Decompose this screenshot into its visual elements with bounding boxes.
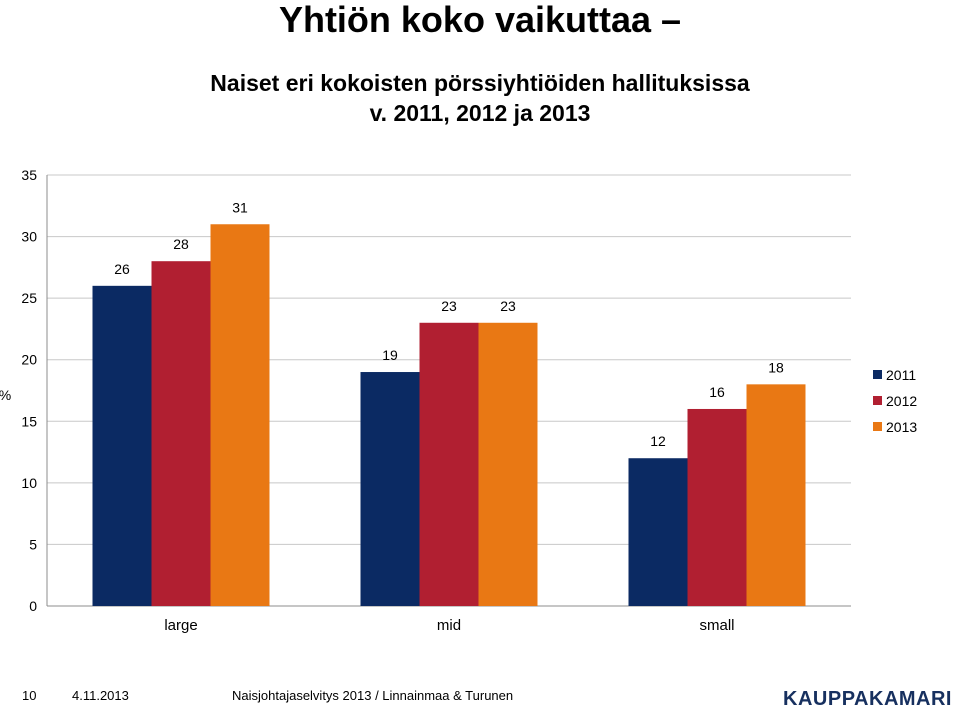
- legend-entry: 2012: [886, 393, 917, 409]
- y-tick-label: 5: [29, 536, 37, 552]
- data-label: 23: [500, 298, 516, 314]
- y-tick-label: 35: [21, 167, 37, 183]
- y-axis-label: %: [0, 387, 11, 403]
- bar-small-2013: [746, 384, 806, 606]
- page-title: Yhtiön koko vaikuttaa –: [278, 0, 682, 40]
- legend-entry: 2011: [886, 367, 916, 383]
- page-number: 10: [22, 688, 37, 703]
- data-label: 12: [650, 433, 666, 449]
- data-label: 31: [232, 199, 248, 215]
- bar-mid-2012: [419, 322, 479, 606]
- bar-small-2011: [628, 458, 688, 606]
- y-tick-label: 25: [21, 290, 37, 306]
- data-label: 28: [173, 236, 189, 252]
- x-tick-label: mid: [437, 617, 461, 634]
- y-tick-label: 30: [21, 229, 37, 245]
- footer: 10 4.11.2013 Naisjohtajaselvitys 2013 / …: [0, 684, 960, 710]
- kauppakamari-logo: KAUPPAKAMARI: [783, 688, 952, 710]
- data-label: 23: [441, 298, 457, 314]
- subtitle-line-2: v. 2011, 2012 ja 2013: [369, 100, 591, 126]
- bar-mid-2013: [478, 322, 538, 606]
- data-label: 19: [382, 347, 398, 363]
- y-tick-label: 15: [21, 413, 37, 429]
- y-tick-label: 0: [29, 598, 37, 614]
- bar-large-2013: [210, 224, 270, 606]
- y-tick-label: 10: [21, 475, 37, 491]
- legend-swatch-2012: [873, 396, 882, 405]
- y-tick-label: 20: [21, 352, 37, 368]
- bar-large-2011: [92, 285, 152, 606]
- bar-mid-2011: [360, 372, 420, 606]
- footer-source: Naisjohtajaselvitys 2013 / Linnainmaa & …: [232, 688, 514, 703]
- legend-swatch-2011: [873, 370, 882, 379]
- data-label: 18: [768, 359, 784, 375]
- legend-swatch-2013: [873, 422, 882, 431]
- chart-subtitle: Naiset eri kokoisten pörssiyhtiöiden hal…: [0, 68, 960, 128]
- subtitle-line-1: Naiset eri kokoisten pörssiyhtiöiden hal…: [210, 70, 750, 96]
- bar-large-2012: [151, 261, 211, 606]
- bar-chart: 0 5 10 15 20 25 30 35% 26 28 31 large 19 23 23 mid 12 16 1…: [0, 167, 917, 634]
- bar-small-2012: [687, 408, 747, 606]
- data-label: 26: [114, 261, 130, 277]
- legend-entry: 2013: [886, 419, 917, 435]
- x-tick-label: large: [164, 617, 197, 634]
- footer-date: 4.11.2013: [72, 688, 129, 703]
- x-tick-label: small: [699, 617, 734, 634]
- data-label: 16: [709, 384, 725, 400]
